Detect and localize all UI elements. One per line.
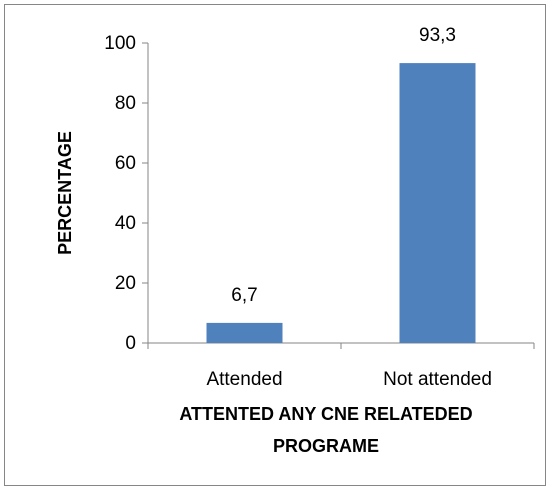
x-category-label: Not attended <box>383 369 492 390</box>
y-tick-label: 0 <box>125 333 136 354</box>
data-label: 93,3 <box>419 25 456 46</box>
data-labels: 6,7 93,3 <box>231 25 456 306</box>
y-tick-label: 100 <box>104 33 136 54</box>
bars <box>206 63 476 343</box>
x-axis-title-line-2: PROGRAME <box>273 436 379 456</box>
y-tick-label: 80 <box>115 93 136 114</box>
x-axis-title-line-1: ATTENTED ANY CNE RELATEDED <box>179 404 472 424</box>
y-axis-title: PERCENTAGE <box>55 131 75 255</box>
y-tick-label: 40 <box>115 213 136 234</box>
bar-not-attended <box>399 63 476 343</box>
data-label: 6,7 <box>231 285 257 306</box>
bar-attended <box>206 322 283 343</box>
y-tick-label: 60 <box>115 153 136 174</box>
y-tick-label: 20 <box>115 273 136 294</box>
y-axis: 0 20 40 60 80 100 <box>104 33 149 354</box>
x-axis: Attended Not attended <box>147 342 535 390</box>
x-category-label: Attended <box>206 369 282 390</box>
